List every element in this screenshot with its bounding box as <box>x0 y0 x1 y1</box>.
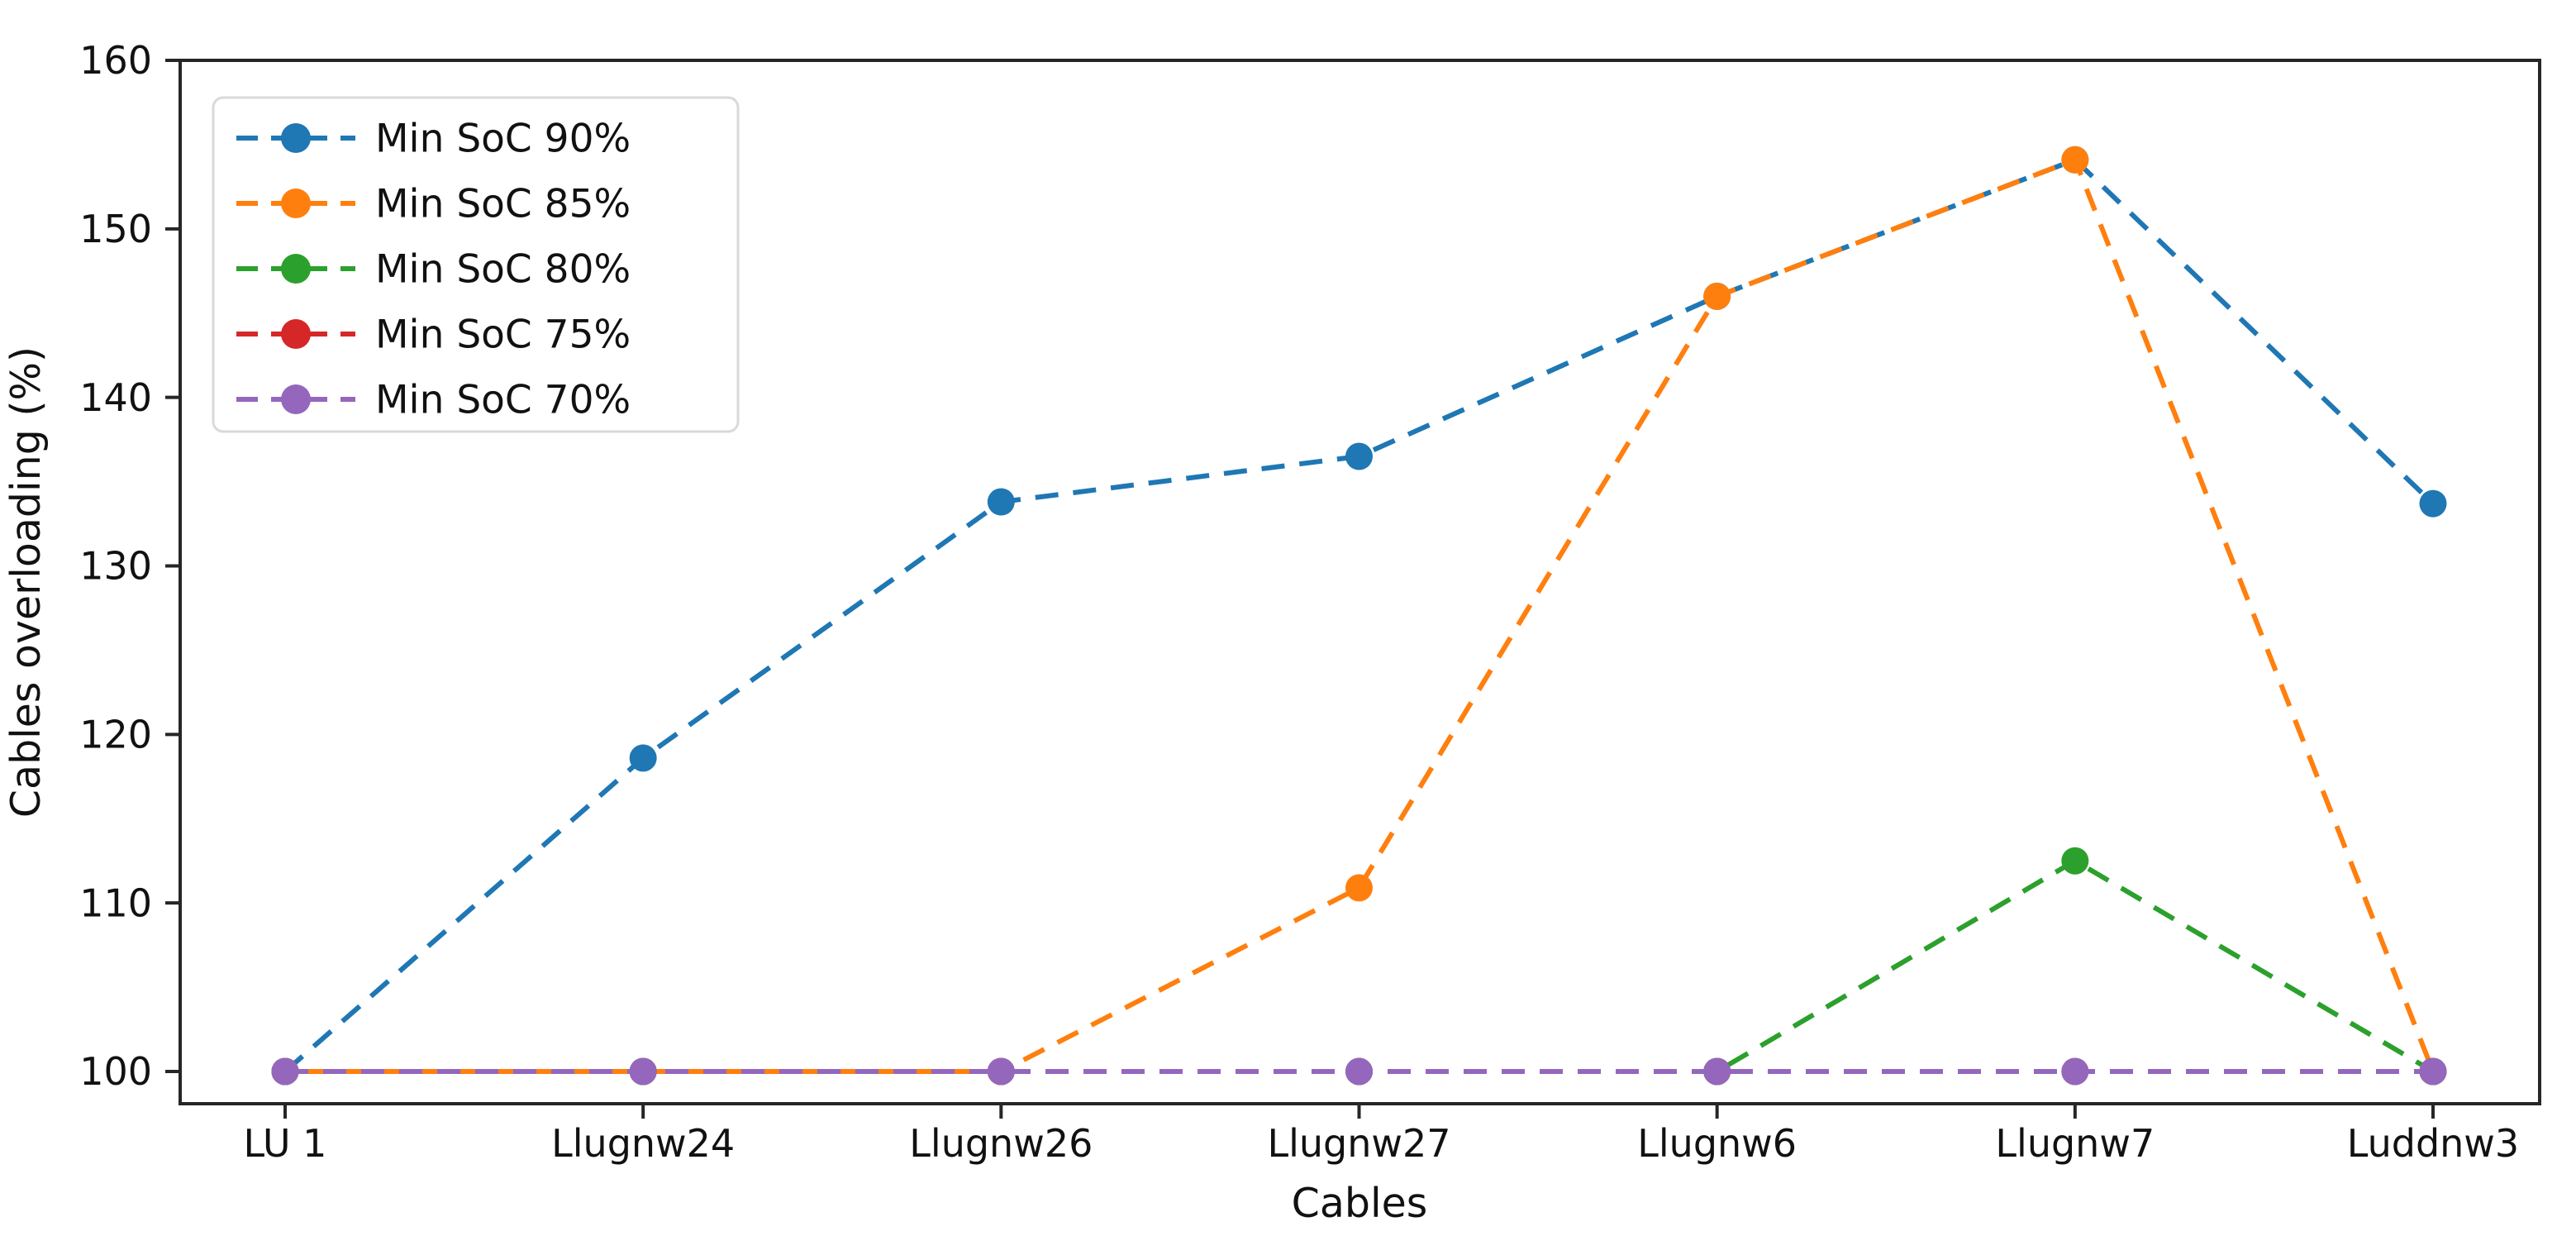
y-axis-tick-label: 150 <box>79 207 152 251</box>
data-point-marker <box>1345 442 1373 470</box>
x-axis-tick-label: LU 1 <box>244 1121 327 1166</box>
data-point-marker <box>987 488 1015 516</box>
y-axis-tick-label: 100 <box>79 1049 152 1094</box>
data-point-marker <box>1703 282 1731 310</box>
legend-item-label: Min SoC 90% <box>375 116 631 161</box>
x-axis-tick-label: Llugnw26 <box>909 1121 1093 1166</box>
data-point-marker <box>987 1057 1015 1086</box>
y-axis-tick-label: 120 <box>79 712 152 756</box>
legend-marker <box>281 123 311 153</box>
data-point-marker <box>1345 1057 1373 1086</box>
data-point-marker <box>2061 847 2089 875</box>
data-point-marker <box>1703 1057 1731 1086</box>
data-point-marker <box>2061 146 2089 174</box>
legend-item: Min SoC 85% <box>236 181 631 227</box>
legend-item-label: Min SoC 80% <box>375 246 631 292</box>
x-axis-tick-label: Llugnw27 <box>1267 1121 1450 1166</box>
data-point-marker <box>271 1057 299 1086</box>
x-axis-tick-label: Llugnw6 <box>1637 1121 1797 1166</box>
x-axis-title: Cables <box>1292 1180 1428 1227</box>
legend-marker <box>281 254 311 284</box>
y-axis-tick-label: 110 <box>79 880 152 925</box>
legend-marker <box>281 319 311 349</box>
legend-item: Min SoC 70% <box>236 377 631 422</box>
data-point-marker <box>629 1057 657 1086</box>
legend-item: Min SoC 75% <box>236 312 631 357</box>
legend-box <box>212 96 740 433</box>
x-axis-tick-label: Luddnw3 <box>2347 1121 2519 1166</box>
legend-item-label: Min SoC 70% <box>375 377 631 422</box>
data-point-marker <box>2419 1057 2447 1086</box>
data-point-marker <box>1345 874 1373 902</box>
legend-item-label: Min SoC 85% <box>375 181 631 227</box>
y-axis-title: Cables overloading (%) <box>2 346 50 818</box>
data-point-marker <box>2419 489 2447 518</box>
legend-item-label: Min SoC 75% <box>375 312 631 357</box>
legend-marker <box>281 384 311 414</box>
data-point-marker <box>2061 1057 2089 1086</box>
legend-item: Min SoC 90% <box>236 116 631 161</box>
legend: Min SoC 90% Min SoC 85% Min SoC 80% Min SoC… <box>212 96 740 433</box>
x-axis-tick-label: Llugnw7 <box>1995 1121 2155 1166</box>
legend-marker <box>281 189 311 218</box>
legend-item: Min SoC 80% <box>236 246 631 292</box>
y-axis-tick-label: 140 <box>79 375 152 420</box>
y-axis-tick-label: 160 <box>79 38 152 83</box>
data-point-marker <box>629 744 657 772</box>
x-axis-tick-label: Llugnw24 <box>551 1121 735 1166</box>
y-axis-tick-label: 130 <box>79 544 152 589</box>
